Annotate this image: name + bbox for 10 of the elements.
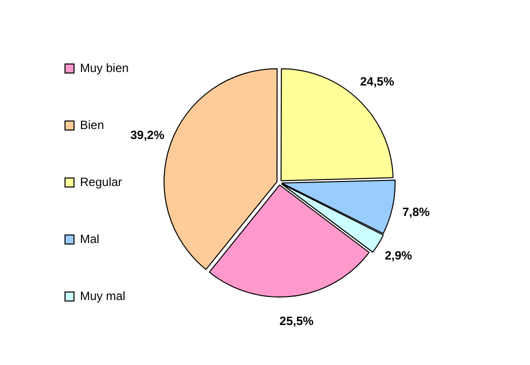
data-label: 7,8% <box>402 205 430 220</box>
legend-label: Bien <box>80 118 104 132</box>
data-label: 24,5% <box>360 74 394 89</box>
legend-label: Muy mal <box>80 288 126 303</box>
data-label: 2,9% <box>384 248 412 263</box>
legend-label: Mal <box>80 232 100 246</box>
legend-label: Muy bien <box>80 60 129 75</box>
data-label: 25,5% <box>280 314 314 328</box>
legend-label: Regular <box>80 174 122 189</box>
data-label: 39,2% <box>130 128 165 142</box>
